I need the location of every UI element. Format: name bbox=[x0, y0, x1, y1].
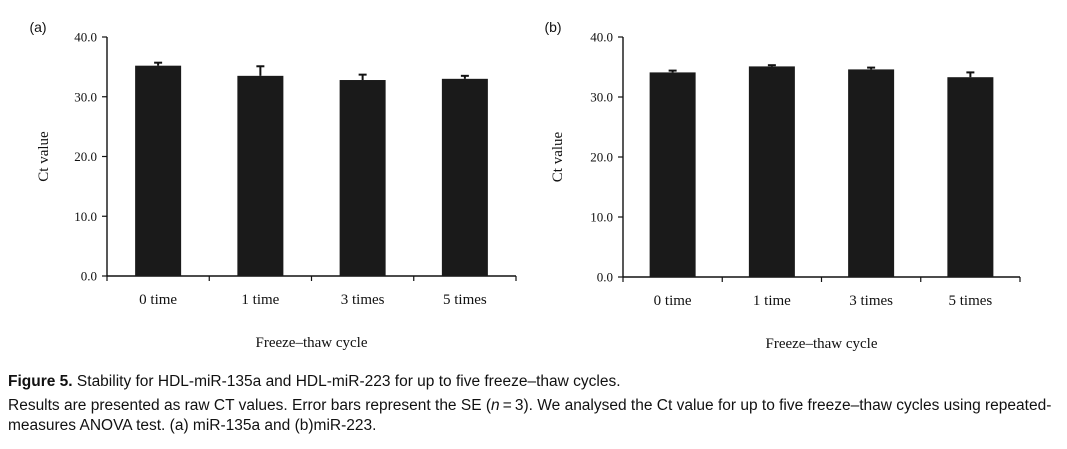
y-tick-label: 20.0 bbox=[590, 150, 613, 165]
x-tick-label: 0 time bbox=[139, 292, 177, 308]
caption-body-pre: Results are presented as raw CT values. … bbox=[8, 397, 492, 414]
chart-panel-b: (b) 0.0 10.0 20.0 30.0 40.0 0 time 1 time 3 time… bbox=[544, 19, 1021, 352]
figure-charts: (a) 0.0 10.0 20.0 30.0 40.0 0 time 1 time 3 time… bbox=[29, 19, 1021, 352]
x-tick-label: 3 times bbox=[341, 292, 385, 308]
x-tick-label: 0 time bbox=[654, 293, 692, 309]
y-axis-title: Ct value bbox=[36, 131, 52, 182]
figure-caption-title: Figure 5. Stability for HDL-miR-135a and… bbox=[8, 372, 1060, 392]
bar-1-time bbox=[237, 75, 284, 277]
y-tick-label: 30.0 bbox=[590, 90, 613, 105]
y-tick-label: 40.0 bbox=[590, 30, 613, 45]
panel-label: (b) bbox=[544, 19, 561, 35]
bar-0-time bbox=[135, 65, 182, 277]
x-tick-label: 5 times bbox=[949, 293, 993, 309]
bar-0-time bbox=[649, 72, 696, 278]
x-tick-label: 1 time bbox=[241, 292, 279, 308]
y-tick-label: 30.0 bbox=[74, 89, 97, 104]
y-tick-label: 0.0 bbox=[597, 270, 613, 285]
bar-5-times bbox=[441, 78, 488, 276]
bar-3-times bbox=[339, 80, 386, 277]
x-tick-label: 3 times bbox=[849, 293, 893, 309]
y-tick-label: 0.0 bbox=[81, 269, 97, 284]
bar-3-times bbox=[848, 69, 895, 278]
caption-body-post: = 3). We analysed the Ct value for up to… bbox=[8, 397, 1052, 434]
chart-panel-a: (a) 0.0 10.0 20.0 30.0 40.0 0 time 1 time 3 time… bbox=[29, 19, 517, 351]
figure-title: Stability for HDL-miR-135a and HDL-miR-2… bbox=[76, 373, 621, 390]
y-tick-label: 40.0 bbox=[74, 30, 97, 45]
panel-label: (a) bbox=[29, 19, 46, 35]
x-tick-label: 1 time bbox=[753, 293, 791, 309]
bar-5-times bbox=[947, 77, 994, 277]
y-tick-label: 20.0 bbox=[74, 149, 97, 164]
y-tick-label: 10.0 bbox=[74, 209, 97, 224]
x-axis-title: Freeze–thaw cycle bbox=[255, 335, 367, 351]
bar-1-time bbox=[748, 66, 795, 278]
x-axis-title: Freeze–thaw cycle bbox=[765, 336, 877, 352]
caption-body-n: n bbox=[491, 397, 500, 414]
x-tick-label: 5 times bbox=[443, 292, 487, 308]
figure-label: Figure 5. bbox=[8, 373, 73, 390]
y-tick-label: 10.0 bbox=[590, 210, 613, 225]
figure-caption-body: Results are presented as raw CT values. … bbox=[8, 396, 1060, 436]
y-axis-title: Ct value bbox=[550, 131, 566, 182]
